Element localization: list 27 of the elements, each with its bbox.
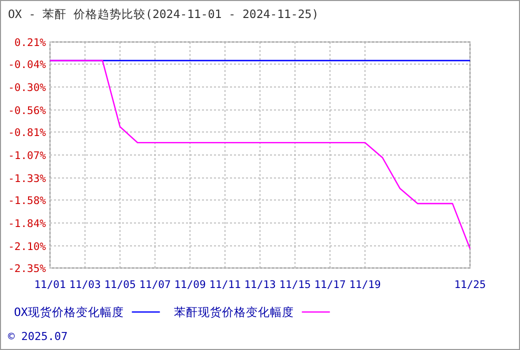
x-tick-label: 11/11 xyxy=(209,279,241,291)
y-tick-label: -1.33% xyxy=(8,172,47,185)
x-tick-label: 11/03 xyxy=(69,279,101,291)
x-tick-label: 11/25 xyxy=(454,279,486,291)
line-series xyxy=(49,60,471,250)
y-tick-label: -1.58% xyxy=(8,195,47,208)
legend-label: 苯酐现货价格变化幅度 xyxy=(174,305,294,319)
y-tick-label: -0.30% xyxy=(8,82,47,94)
x-tick-label: 11/05 xyxy=(104,279,136,291)
x-tick-label: 11/15 xyxy=(279,279,311,291)
x-tick-label: 11/19 xyxy=(349,279,381,291)
y-tick-label: -0.04% xyxy=(8,59,47,72)
y-tick-label: -1.84% xyxy=(8,218,47,230)
legend-label: OX现货价格变化幅度 xyxy=(14,305,124,319)
x-tick-label: 11/09 xyxy=(174,279,206,291)
y-tick-label: -0.56% xyxy=(8,104,47,117)
chart-title: OX - 苯酐 价格趋势比较(2024-11-01 - 2024-11-25) xyxy=(8,7,319,21)
y-tick-label: -2.35% xyxy=(8,263,47,275)
y-tick-label: -0.81% xyxy=(8,127,47,140)
y-tick-label: -2.10% xyxy=(8,240,47,253)
x-tick-label: 11/17 xyxy=(314,279,346,291)
y-tick-label: -1.07% xyxy=(8,150,47,162)
x-tick-label: 11/01 xyxy=(34,279,66,291)
text: © 2025.07 xyxy=(8,330,68,343)
x-tick-label: 11/07 xyxy=(139,279,171,291)
x-tick-label: 11/13 xyxy=(244,279,276,291)
y-tick-label: 0.21% xyxy=(14,37,47,49)
